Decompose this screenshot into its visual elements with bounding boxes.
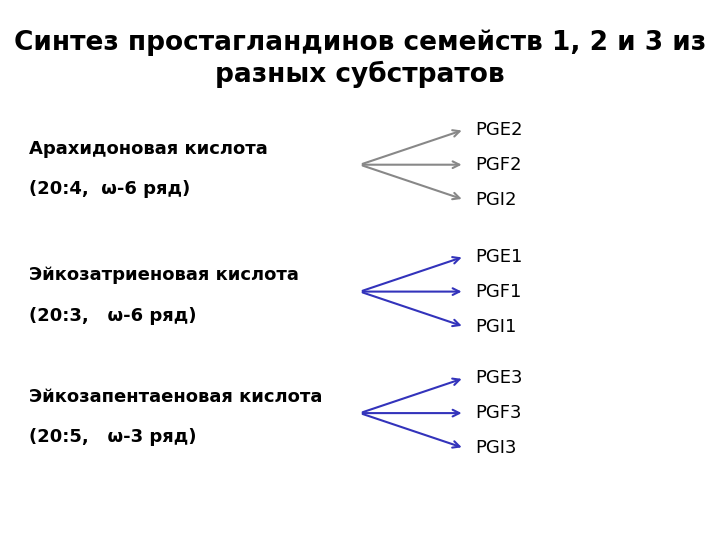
Text: Эйкозапентаеновая кислота: Эйкозапентаеновая кислота	[29, 388, 322, 406]
Text: PGF3: PGF3	[475, 404, 522, 422]
Text: PGF2: PGF2	[475, 156, 522, 174]
Text: (20:3,   ω-6 ряд): (20:3, ω-6 ряд)	[29, 307, 197, 325]
Text: PGE1: PGE1	[475, 247, 523, 266]
Text: PGF1: PGF1	[475, 282, 521, 301]
Text: Синтез простагландинов семейств 1, 2 и 3 из
разных субстратов: Синтез простагландинов семейств 1, 2 и 3…	[14, 30, 706, 87]
Text: Арахидоновая кислота: Арахидоновая кислота	[29, 139, 268, 158]
Text: PGI3: PGI3	[475, 439, 517, 457]
Text: PGE2: PGE2	[475, 120, 523, 139]
Text: (20:4,  ω-6 ряд): (20:4, ω-6 ряд)	[29, 180, 190, 198]
Text: (20:5,   ω-3 ряд): (20:5, ω-3 ряд)	[29, 428, 197, 447]
Text: Эйкозатриеновая кислота: Эйкозатриеновая кислота	[29, 266, 299, 285]
Text: PGI2: PGI2	[475, 191, 517, 209]
Text: PGE3: PGE3	[475, 369, 523, 387]
Text: PGI1: PGI1	[475, 318, 516, 336]
